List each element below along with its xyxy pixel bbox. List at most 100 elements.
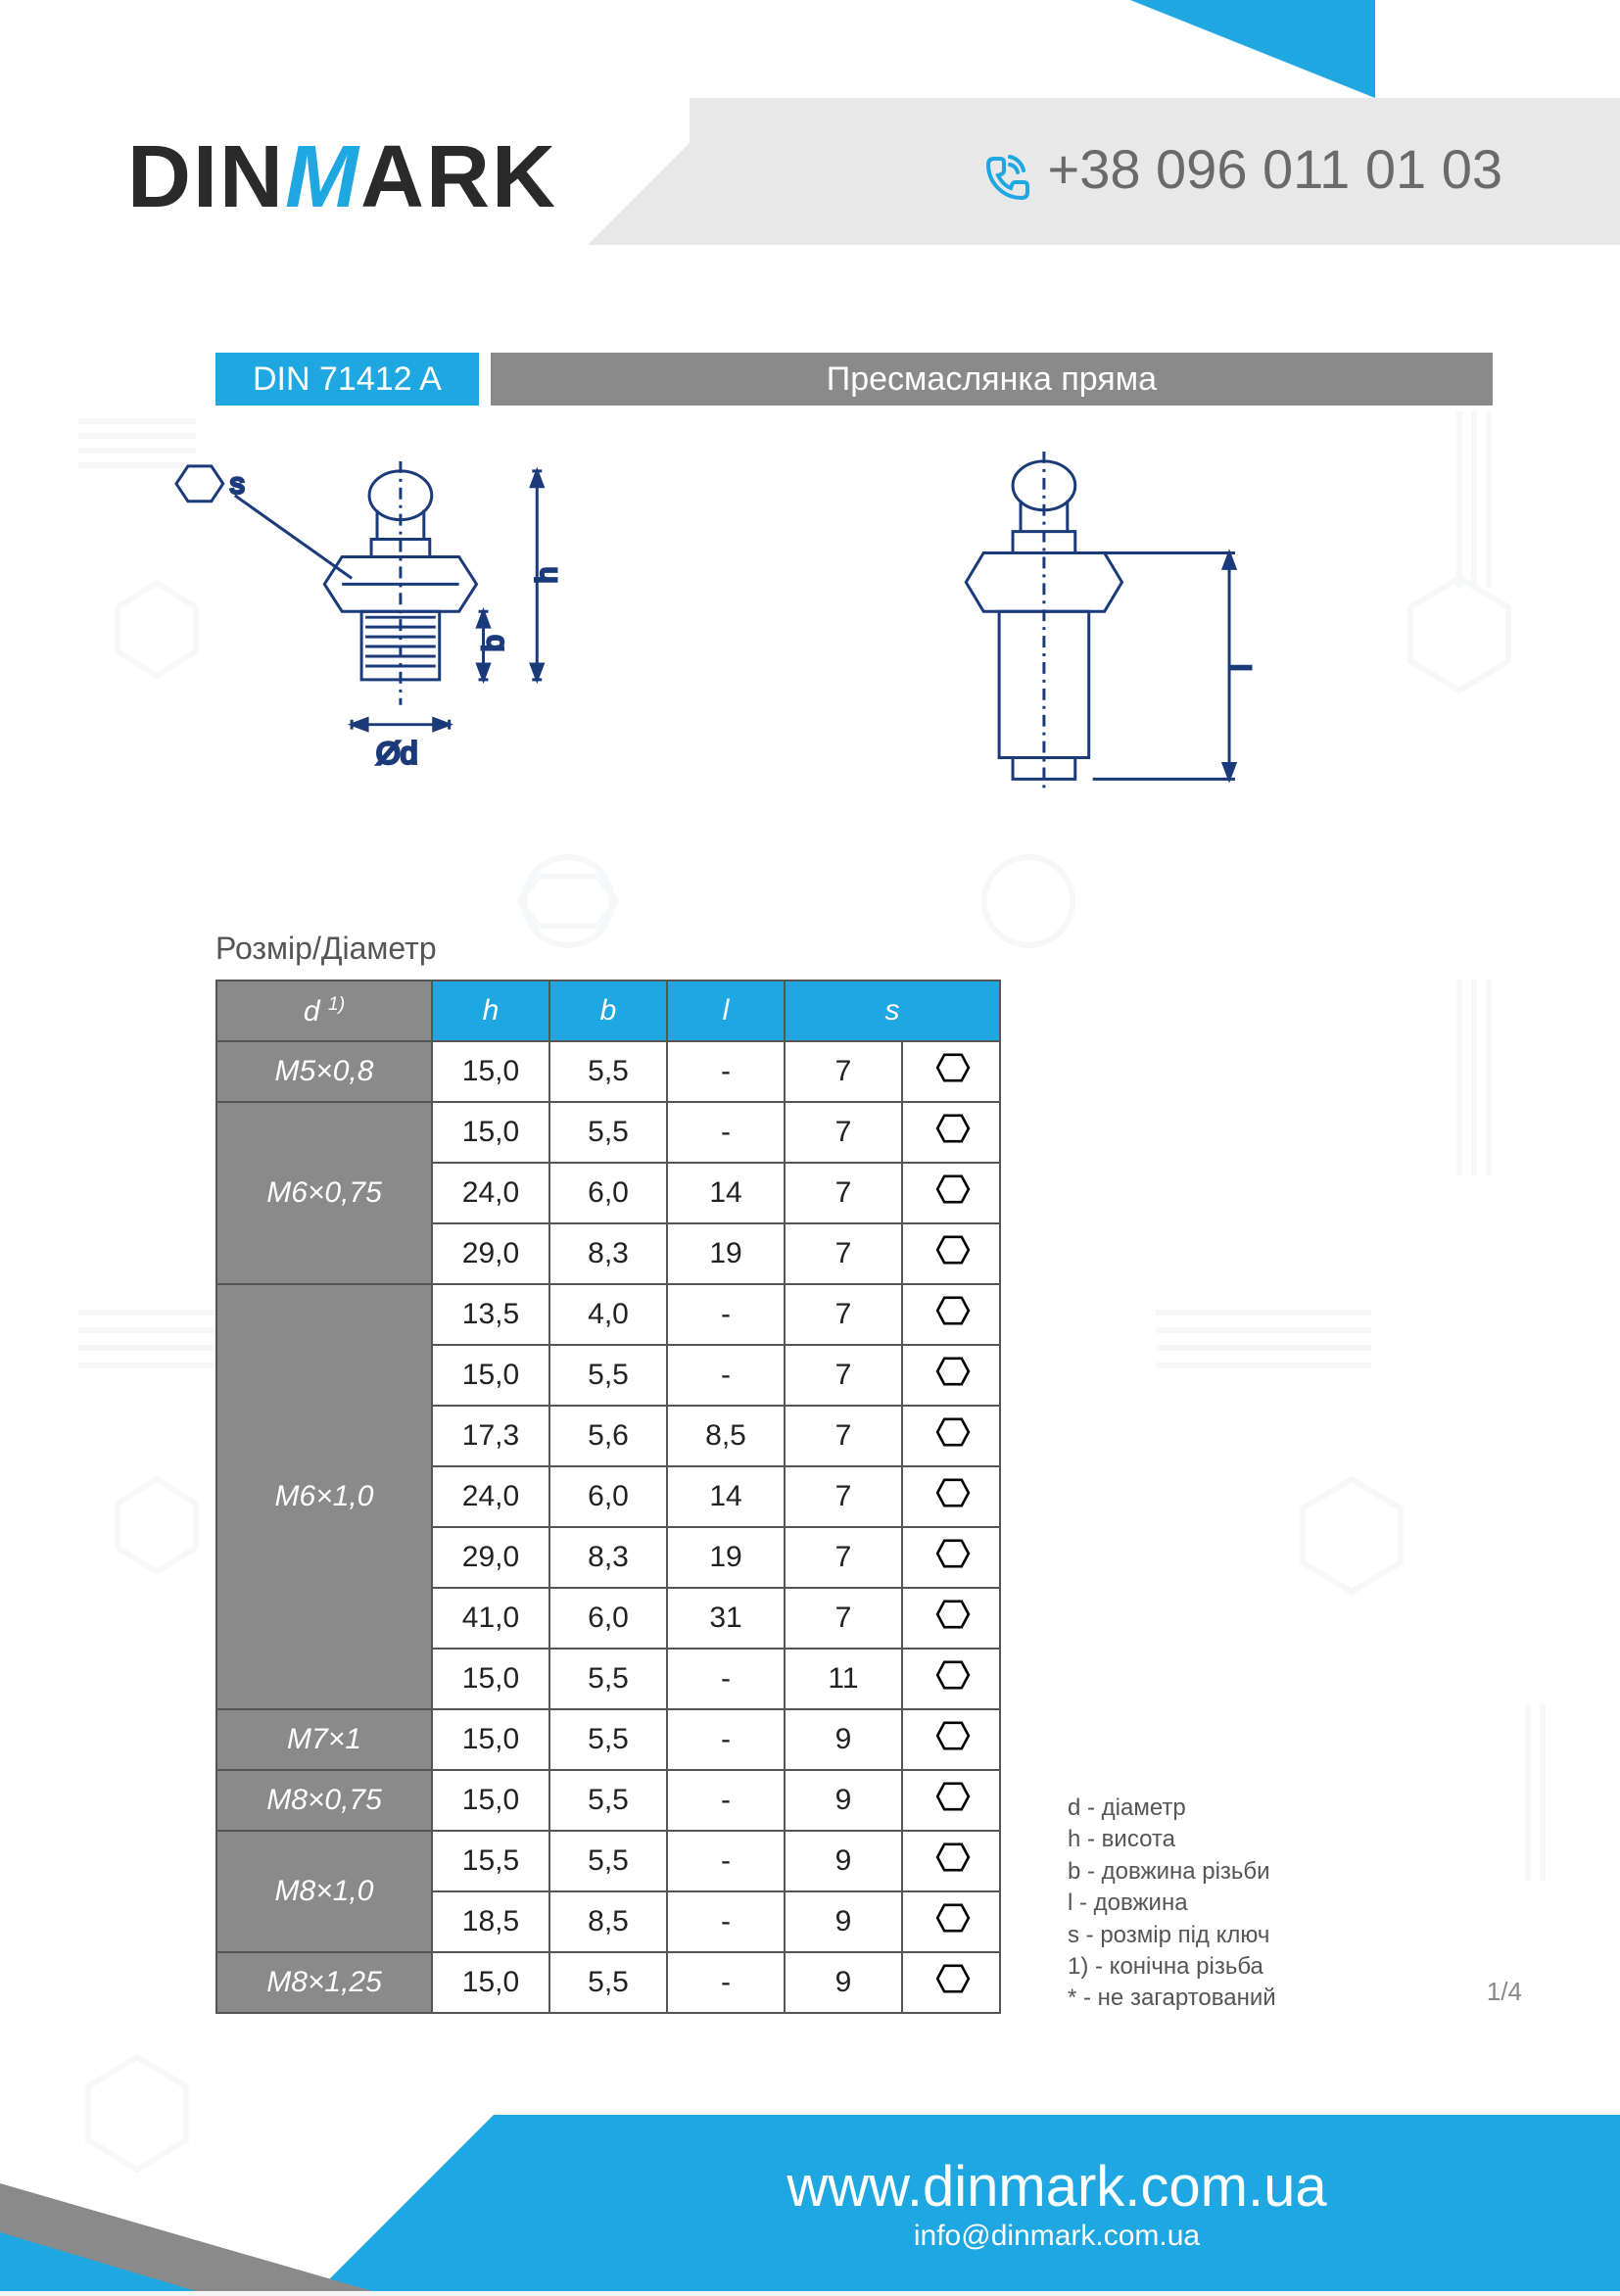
cell-b: 6,0	[549, 1466, 667, 1527]
legend-line: b - довжина різьби	[1068, 1856, 1276, 1888]
cell-l: 19	[667, 1223, 785, 1284]
legend-line: s - розмір під ключ	[1068, 1920, 1276, 1951]
cell-l: -	[667, 1831, 785, 1891]
phone-icon	[980, 149, 1029, 198]
cell-h: 17,3	[432, 1406, 549, 1466]
table-row: M5×0,815,05,5-7	[216, 1041, 1000, 1102]
cell-h: 15,0	[432, 1041, 549, 1102]
cell-b: 5,5	[549, 1345, 667, 1406]
cell-l: -	[667, 1284, 785, 1345]
footer-email: info@dinmark.com.ua	[494, 2220, 1620, 2253]
cell-l: -	[667, 1041, 785, 1102]
legend-line: * - не загартований	[1068, 1983, 1276, 2014]
cell-b: 5,6	[549, 1406, 667, 1466]
legend-line: h - висота	[1068, 1824, 1276, 1855]
cell-h: 41,0	[432, 1588, 549, 1649]
hex-icon	[902, 1041, 1000, 1102]
cell-s: 7	[785, 1284, 902, 1345]
row-size: M5×0,8	[216, 1041, 432, 1102]
table-row: M6×1,013,54,0-7	[216, 1284, 1000, 1345]
cell-h: 15,0	[432, 1345, 549, 1406]
cell-b: 6,0	[549, 1588, 667, 1649]
cell-l: -	[667, 1345, 785, 1406]
hex-icon	[902, 1891, 1000, 1952]
logo-part-2: ARK	[360, 128, 557, 226]
hex-icon	[902, 1406, 1000, 1466]
hex-icon	[902, 1770, 1000, 1831]
cell-h: 24,0	[432, 1466, 549, 1527]
cell-l: -	[667, 1709, 785, 1770]
cell-s: 7	[785, 1223, 902, 1284]
page: DINMARK +38 096 011 01 03 DIN 71412 A Пр…	[0, 0, 1620, 2291]
col-d: d 1)	[216, 981, 432, 1041]
page-number: 1/4	[1487, 1977, 1522, 2007]
hex-icon	[902, 1102, 1000, 1163]
cell-l: 8,5	[667, 1406, 785, 1466]
col-b: b	[549, 981, 667, 1041]
cell-h: 15,5	[432, 1831, 549, 1891]
cell-l: 14	[667, 1466, 785, 1527]
cell-s: 7	[785, 1466, 902, 1527]
title-name: Пресмаслянка пряма	[491, 353, 1493, 406]
cell-b: 4,0	[549, 1284, 667, 1345]
dim-l-label: l	[1225, 664, 1258, 671]
cell-b: 5,5	[549, 1649, 667, 1709]
cell-b: 8,3	[549, 1527, 667, 1588]
cell-h: 29,0	[432, 1527, 549, 1588]
hex-icon	[902, 1952, 1000, 2013]
cell-b: 5,5	[549, 1709, 667, 1770]
cell-l: -	[667, 1102, 785, 1163]
row-size: M8×1,0	[216, 1831, 432, 1952]
table-row: M7×115,05,5-9	[216, 1709, 1000, 1770]
col-l: l	[667, 981, 785, 1041]
cell-h: 29,0	[432, 1223, 549, 1284]
cell-l: -	[667, 1952, 785, 2013]
row-size: M8×0,75	[216, 1770, 432, 1831]
cell-s: 9	[785, 1770, 902, 1831]
hex-icon	[902, 1163, 1000, 1223]
cell-s: 9	[785, 1831, 902, 1891]
dim-h-label: h	[531, 567, 563, 584]
footer-decor-blue2	[0, 2232, 196, 2291]
hex-icon	[902, 1649, 1000, 1709]
cell-s: 7	[785, 1588, 902, 1649]
cell-s: 7	[785, 1041, 902, 1102]
legend: d - діаметрh - висотаb - довжина різьбиl…	[1068, 1793, 1276, 2015]
cell-s: 7	[785, 1527, 902, 1588]
cell-s: 7	[785, 1102, 902, 1163]
cell-l: 19	[667, 1527, 785, 1588]
table-row: M6×0,7515,05,5-7	[216, 1102, 1000, 1163]
cell-h: 24,0	[432, 1163, 549, 1223]
row-size: M6×0,75	[216, 1102, 432, 1284]
cell-l: -	[667, 1891, 785, 1952]
cell-b: 5,5	[549, 1770, 667, 1831]
cell-l: 14	[667, 1163, 785, 1223]
title-din: DIN 71412 A	[215, 353, 479, 406]
cell-s: 7	[785, 1345, 902, 1406]
row-size: M8×1,25	[216, 1952, 432, 2013]
hex-icon	[902, 1223, 1000, 1284]
col-h: h	[432, 981, 549, 1041]
technical-drawings: h b Ød s	[167, 441, 1453, 872]
table-row: M8×0,7515,05,5-9	[216, 1770, 1000, 1831]
legend-line: d - діаметр	[1068, 1793, 1276, 1824]
cell-s: 7	[785, 1163, 902, 1223]
dim-d-label: Ød	[376, 736, 417, 771]
cell-h: 15,0	[432, 1952, 549, 2013]
table-row: M8×1,2515,05,5-9	[216, 1952, 1000, 2013]
cell-b: 5,5	[549, 1831, 667, 1891]
cell-h: 15,0	[432, 1102, 549, 1163]
cell-s: 7	[785, 1406, 902, 1466]
cell-l: -	[667, 1770, 785, 1831]
cell-b: 8,5	[549, 1891, 667, 1952]
phone-text: +38 096 011 01 03	[1047, 138, 1502, 200]
cell-b: 5,5	[549, 1952, 667, 2013]
hex-icon	[902, 1527, 1000, 1588]
hex-icon	[902, 1345, 1000, 1406]
legend-line: l - довжина	[1068, 1888, 1276, 1919]
cell-b: 5,5	[549, 1041, 667, 1102]
title-row: DIN 71412 A Пресмаслянка пряма	[215, 353, 1493, 406]
hex-icon	[902, 1588, 1000, 1649]
logo: DINMARK	[127, 127, 557, 228]
cell-h: 18,5	[432, 1891, 549, 1952]
